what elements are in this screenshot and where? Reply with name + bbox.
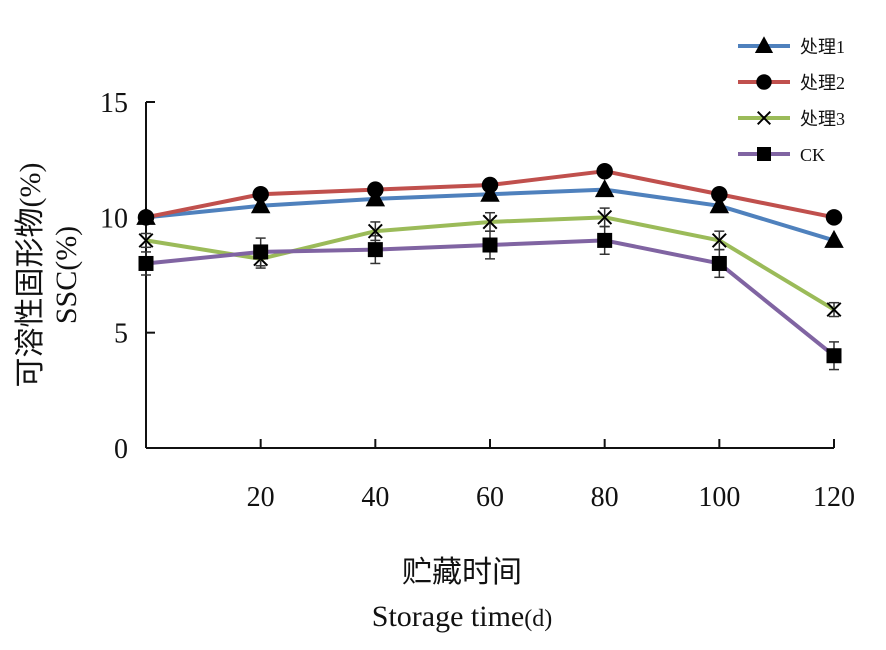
- x-tick-label: 60: [476, 482, 504, 513]
- legend-marker: [757, 147, 771, 161]
- data-point: [709, 195, 730, 214]
- x-axis-title-cn: 贮藏时间: [402, 556, 522, 589]
- data-point: [138, 255, 154, 271]
- series-markers: [136, 162, 844, 364]
- data-point: [711, 186, 728, 203]
- y-tick-label: 5: [114, 319, 128, 350]
- x-axis-title-en: Storage time(d): [372, 600, 552, 633]
- data-point: [711, 255, 727, 271]
- legend-marker: [756, 110, 772, 126]
- legend-label: 处理1: [800, 37, 845, 57]
- y-axis-title-cn: 可溶性固形物(%): [14, 163, 47, 388]
- x-tick-label: 100: [698, 482, 740, 513]
- x-tick-label: 20: [247, 482, 275, 513]
- data-point: [596, 162, 613, 180]
- data-point: [482, 214, 498, 230]
- data-point: [824, 229, 844, 248]
- y-tick-label: 10: [100, 203, 128, 234]
- data-point: [138, 232, 154, 248]
- y-ticks: 0 5 10 15: [100, 88, 155, 465]
- legend-marker: [756, 74, 772, 90]
- data-point: [367, 181, 384, 198]
- legend-label: 处理3: [800, 109, 845, 129]
- y-tick-label: 0: [114, 434, 128, 465]
- x-tick-label: 120: [813, 482, 855, 513]
- x-axis-unit: (d): [524, 606, 552, 632]
- data-point: [482, 237, 498, 253]
- data-point: [711, 232, 727, 248]
- y-tick-label: 15: [100, 88, 128, 119]
- x-ticks: 20 40 60 80 100 120: [247, 439, 855, 513]
- data-point: [825, 209, 843, 226]
- legend: 处理1 处理2 处理3 CK: [738, 36, 845, 165]
- data-point: [137, 209, 155, 226]
- data-point: [597, 232, 613, 248]
- data-point: [367, 223, 383, 239]
- data-point: [253, 244, 269, 260]
- data-point: [250, 195, 271, 214]
- y-axis-title-en: SSC(%): [50, 226, 83, 324]
- data-point: [594, 179, 615, 198]
- x-tick-label: 40: [361, 482, 389, 513]
- x-axis-title-en-text: Storage time: [372, 600, 524, 633]
- error-bars: [141, 207, 839, 371]
- x-tick-label: 80: [591, 482, 619, 513]
- data-point: [826, 348, 842, 364]
- legend-label: CK: [800, 145, 825, 165]
- data-point: [481, 176, 499, 194]
- legend-marker: [754, 36, 774, 53]
- data-point: [826, 302, 842, 318]
- data-point: [367, 242, 383, 258]
- legend-label: 处理2: [800, 73, 845, 93]
- data-point: [252, 186, 269, 203]
- data-point: [597, 209, 613, 225]
